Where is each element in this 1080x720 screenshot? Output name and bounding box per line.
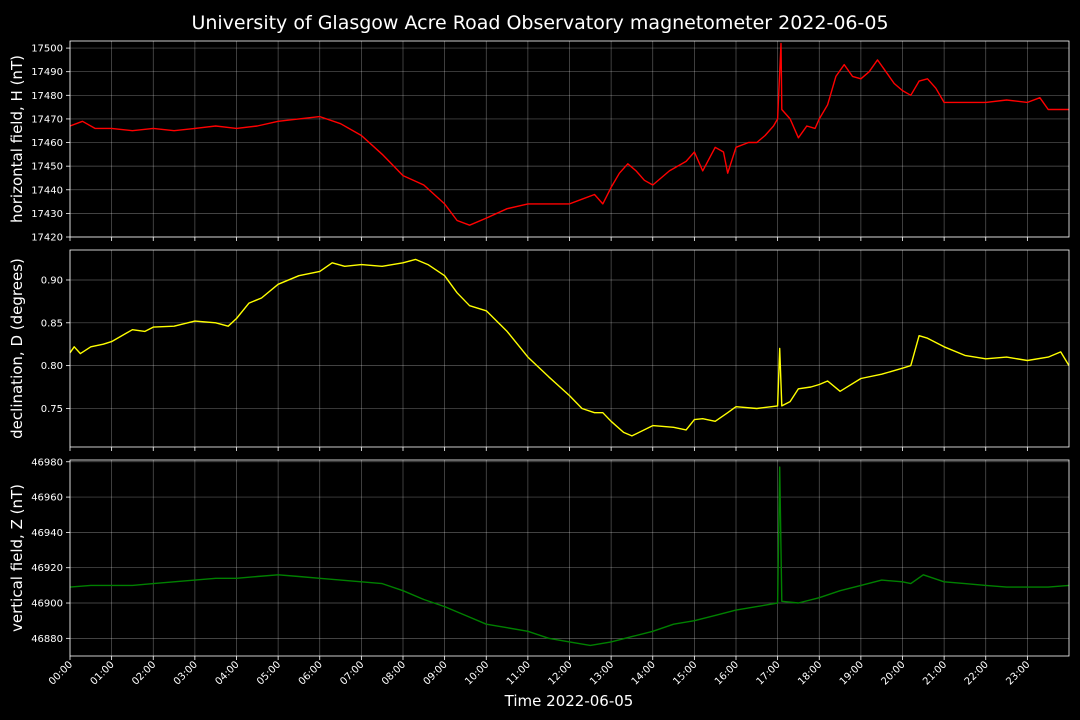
x-tick-label: 03:00 bbox=[172, 659, 200, 687]
x-tick-label: 20:00 bbox=[879, 659, 907, 687]
y-tick-label: 46900 bbox=[31, 599, 63, 610]
y-tick-label: 17460 bbox=[31, 138, 63, 149]
panel-3: 46880 46900 46920 46940 46960 46980 vertical f… bbox=[8, 457, 1070, 660]
x-tick-label: 21:00 bbox=[921, 659, 949, 687]
y-tick-label: 46920 bbox=[31, 563, 63, 574]
x-tick-label: 02:00 bbox=[130, 659, 158, 687]
x-tick-label: 15:00 bbox=[671, 659, 699, 687]
y-axis-label: horizontal field, H (nT) bbox=[8, 55, 26, 223]
chart-title: University of Glasgow Acre Road Observat… bbox=[191, 12, 888, 34]
x-tick-label: 07:00 bbox=[338, 659, 366, 687]
x-tick-label: 13:00 bbox=[588, 659, 616, 687]
x-tick-label: 14:00 bbox=[630, 659, 658, 687]
y-tick-label: 17470 bbox=[31, 114, 63, 125]
y-tick-label: 17420 bbox=[31, 233, 63, 244]
x-tick-label: 11:00 bbox=[505, 659, 533, 687]
y-axis-label: declination, D (degrees) bbox=[8, 258, 26, 439]
panel-frame bbox=[69, 249, 1070, 448]
y-tick-label: 17430 bbox=[31, 209, 63, 220]
y-axis-label: vertical field, Z (nT) bbox=[8, 484, 26, 632]
y-tick-label: 0.90 bbox=[41, 275, 63, 286]
x-tick-label: 12:00 bbox=[546, 659, 574, 687]
x-tick-label: 23:00 bbox=[1004, 659, 1032, 687]
panel-frame bbox=[69, 459, 1070, 657]
y-tick-label: 46960 bbox=[31, 493, 63, 504]
panels: 17420 17430 17440 17450 17460 17470 17480 17490… bbox=[8, 40, 1070, 660]
x-tick-label: 05:00 bbox=[255, 659, 283, 687]
x-axis: 00:00 01:00 02:00 03:00 04:00 05:00 06:00 07:00… bbox=[47, 659, 1033, 687]
y-tick-label: 17490 bbox=[31, 67, 63, 78]
panel-frame bbox=[69, 40, 1070, 238]
panel-1: 17420 17430 17440 17450 17460 17470 17480 17490… bbox=[8, 40, 1070, 244]
x-tick-label: 04:00 bbox=[213, 659, 241, 687]
x-tick-label: 01:00 bbox=[89, 659, 117, 687]
x-axis-label: Time 2022-06-05 bbox=[504, 692, 634, 710]
series-line-3 bbox=[69, 466, 1070, 647]
x-tick-label: 22:00 bbox=[963, 659, 991, 687]
x-tick-label: 17:00 bbox=[755, 659, 783, 687]
y-tick-label: 46880 bbox=[31, 634, 63, 645]
y-tick-label: 0.85 bbox=[41, 318, 63, 329]
y-tick-label: 17440 bbox=[31, 185, 63, 196]
x-tick-label: 19:00 bbox=[838, 659, 866, 687]
y-tick-label: 46940 bbox=[31, 528, 63, 539]
series-line-2 bbox=[69, 258, 1070, 437]
x-tick-label: 18:00 bbox=[796, 659, 824, 687]
y-tick-label: 17450 bbox=[31, 162, 63, 173]
panel-2: 0.75 0.80 0.85 0.90 declination, D (degrees) bbox=[8, 249, 1070, 451]
y-tick-label: 46980 bbox=[31, 457, 63, 468]
y-tick-label: 0.75 bbox=[41, 404, 63, 415]
x-tick-label: 06:00 bbox=[297, 659, 325, 687]
x-tick-label: 10:00 bbox=[463, 659, 491, 687]
series-line-1 bbox=[69, 42, 1069, 226]
y-tick-label: 17500 bbox=[31, 44, 63, 55]
y-tick-label: 17480 bbox=[31, 91, 63, 102]
x-tick-label: 16:00 bbox=[713, 659, 741, 687]
y-tick-label: 0.80 bbox=[41, 361, 63, 372]
x-tick-label: 09:00 bbox=[422, 659, 450, 687]
x-tick-label: 08:00 bbox=[380, 659, 408, 687]
x-tick-label: 00:00 bbox=[47, 659, 75, 687]
